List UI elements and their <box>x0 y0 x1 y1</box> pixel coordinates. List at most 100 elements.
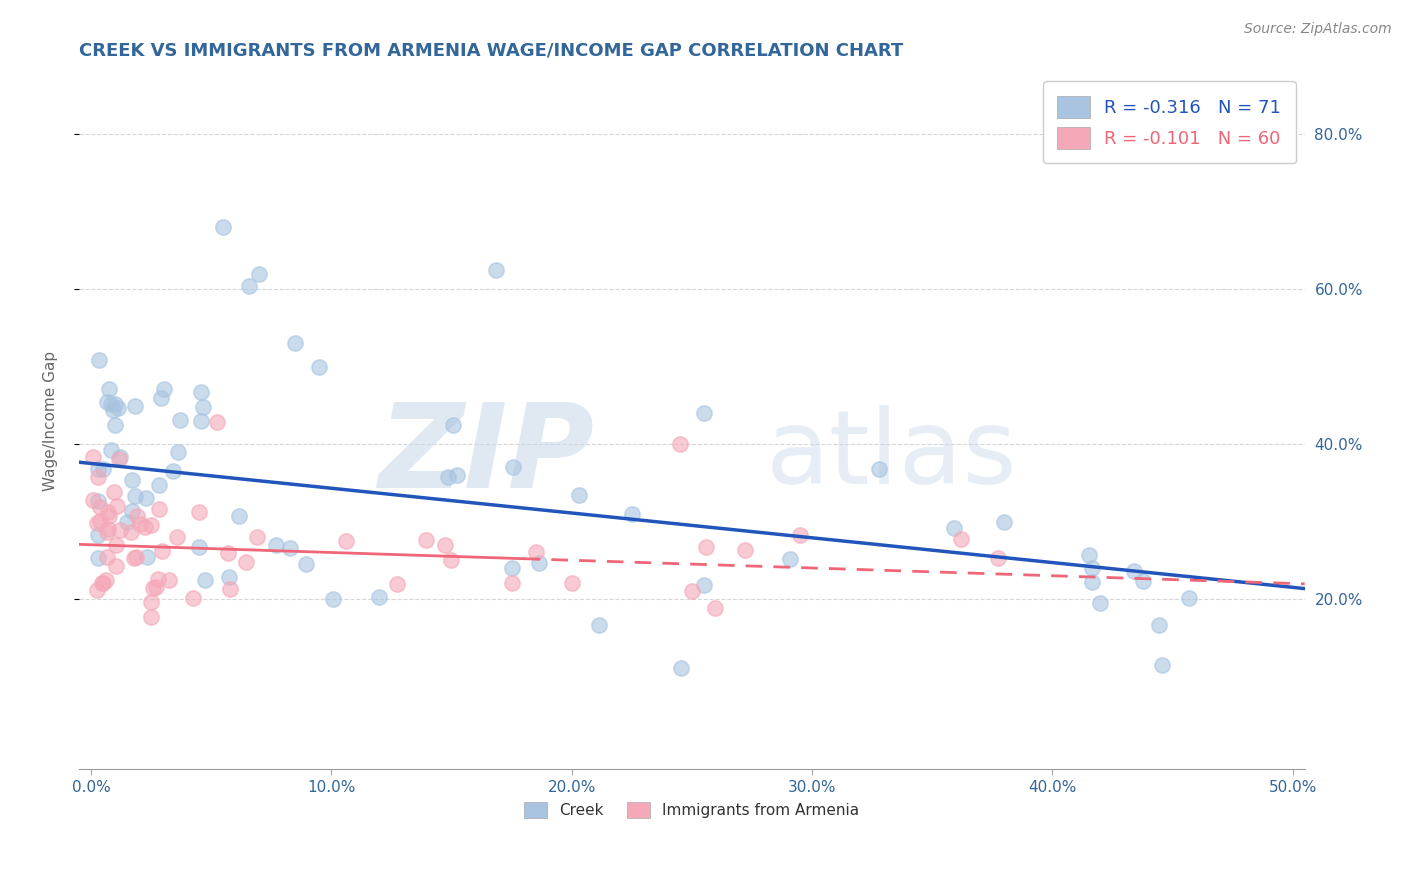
Point <box>440 553 463 567</box>
Point <box>247 267 270 281</box>
Point <box>218 582 240 596</box>
Point <box>96 574 118 588</box>
Point <box>134 520 156 534</box>
Point <box>149 391 172 405</box>
Point <box>136 550 159 565</box>
Point <box>120 525 142 540</box>
Point <box>441 417 464 432</box>
Point <box>1149 617 1171 632</box>
Point <box>100 397 122 411</box>
Point <box>125 508 148 523</box>
Point <box>157 574 180 588</box>
Point <box>96 550 118 565</box>
Point <box>671 661 693 675</box>
Point <box>166 530 188 544</box>
Point <box>181 591 204 605</box>
Point <box>264 538 287 552</box>
Point <box>986 551 1008 566</box>
Point <box>124 399 146 413</box>
Point <box>148 501 170 516</box>
Point <box>166 444 188 458</box>
Point <box>121 473 143 487</box>
Point <box>228 509 250 524</box>
Point <box>91 576 114 591</box>
Point <box>82 493 104 508</box>
Point <box>294 558 316 572</box>
Point <box>734 542 756 557</box>
Point <box>308 359 330 374</box>
Point <box>96 395 118 409</box>
Point <box>235 555 257 569</box>
Point <box>87 527 110 541</box>
Point <box>141 610 163 624</box>
Point <box>146 572 169 586</box>
Point <box>87 470 110 484</box>
Point <box>103 403 125 417</box>
Point <box>218 569 240 583</box>
Point <box>1090 596 1112 610</box>
Point <box>1152 657 1174 672</box>
Point <box>284 336 307 351</box>
Point <box>568 488 591 502</box>
Text: ZIP: ZIP <box>378 398 593 513</box>
Point <box>942 521 965 535</box>
Y-axis label: Wage/Income Gap: Wage/Income Gap <box>44 351 58 491</box>
Point <box>278 541 301 555</box>
Point <box>142 581 165 595</box>
Point <box>246 530 269 544</box>
Point <box>86 583 108 598</box>
Point <box>169 413 191 427</box>
Point <box>82 450 104 464</box>
Point <box>105 538 128 552</box>
Point <box>194 574 217 588</box>
Point <box>190 384 212 399</box>
Point <box>335 534 357 549</box>
Text: Source: ZipAtlas.com: Source: ZipAtlas.com <box>1244 22 1392 37</box>
Point <box>89 514 111 528</box>
Point <box>128 516 150 531</box>
Point <box>153 382 176 396</box>
Point <box>322 591 344 606</box>
Point <box>190 414 212 428</box>
Point <box>110 523 132 537</box>
Point <box>434 538 457 552</box>
Point <box>993 515 1015 529</box>
Point <box>86 516 108 530</box>
Point <box>1178 591 1201 605</box>
Point <box>87 494 110 508</box>
Point <box>187 540 209 554</box>
Point <box>125 549 148 564</box>
Point <box>695 540 717 554</box>
Point <box>1081 575 1104 590</box>
Point <box>122 550 145 565</box>
Point <box>502 459 524 474</box>
Point <box>789 528 811 542</box>
Point <box>561 576 583 591</box>
Point <box>97 509 120 524</box>
Point <box>1132 574 1154 588</box>
Point <box>107 401 129 415</box>
Point <box>87 353 110 368</box>
Point <box>162 464 184 478</box>
Point <box>217 545 239 559</box>
Point <box>139 517 162 532</box>
Point <box>96 524 118 539</box>
Point <box>97 505 120 519</box>
Point <box>104 397 127 411</box>
Point <box>669 437 692 451</box>
Point <box>87 551 110 566</box>
Point <box>93 576 115 591</box>
Point <box>415 533 437 547</box>
Point <box>1077 548 1099 562</box>
Point <box>693 406 716 420</box>
Point <box>1123 564 1146 578</box>
Point <box>681 584 703 599</box>
Point <box>98 382 121 396</box>
Point <box>193 401 215 415</box>
Point <box>212 220 235 235</box>
Point <box>104 559 127 574</box>
Point <box>87 462 110 476</box>
Point <box>205 416 228 430</box>
Point <box>124 489 146 503</box>
Point <box>501 576 523 591</box>
